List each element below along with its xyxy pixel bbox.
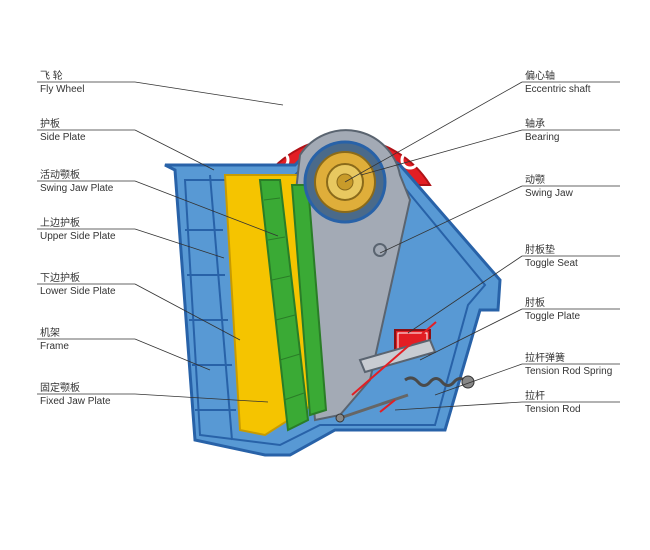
label-cn: 机架 — [40, 327, 69, 340]
label-en: Lower Side Plate — [40, 285, 116, 298]
label-cn: 拉杆 — [525, 390, 581, 403]
leader-line — [345, 82, 522, 182]
leader-line — [135, 82, 283, 105]
label-cn: 肘板垫 — [525, 244, 578, 257]
label-left-5: 机架Frame — [40, 327, 69, 353]
label-cn: 飞 轮 — [40, 70, 84, 83]
label-left-3: 上边护板Upper Side Plate — [40, 217, 116, 243]
label-left-0: 飞 轮Fly Wheel — [40, 70, 84, 96]
label-right-2: 动颚Swing Jaw — [525, 174, 573, 200]
label-left-4: 下边护板Lower Side Plate — [40, 272, 116, 298]
label-right-3: 肘板垫Toggle Seat — [525, 244, 578, 270]
label-left-1: 护板Side Plate — [40, 118, 86, 144]
label-en: Fixed Jaw Plate — [40, 395, 111, 408]
label-left-6: 固定颚板Fixed Jaw Plate — [40, 382, 111, 408]
label-cn: 上边护板 — [40, 217, 116, 230]
label-en: Side Plate — [40, 131, 86, 144]
label-en: Upper Side Plate — [40, 230, 116, 243]
label-cn: 活动颚板 — [40, 169, 113, 182]
label-en: Fly Wheel — [40, 83, 84, 96]
label-right-0: 偏心轴Eccentric shaft — [525, 70, 591, 96]
label-cn: 固定颚板 — [40, 382, 111, 395]
label-right-4: 肘板Toggle Plate — [525, 297, 580, 323]
label-cn: 肘板 — [525, 297, 580, 310]
label-cn: 偏心轴 — [525, 70, 591, 83]
label-en: Eccentric shaft — [525, 83, 591, 96]
label-cn: 拉杆弹簧 — [525, 352, 612, 365]
label-en: Tension Rod Spring — [525, 365, 612, 378]
label-cn: 轴承 — [525, 118, 559, 131]
label-en: Toggle Plate — [525, 310, 580, 323]
label-cn: 护板 — [40, 118, 86, 131]
label-en: Bearing — [525, 131, 559, 144]
diagram-container: 飞 轮Fly Wheel 护板Side Plate 活动颚板Swing Jaw Pl… — [0, 0, 650, 550]
label-right-6: 拉杆Tension Rod — [525, 390, 581, 416]
label-en: Swing Jaw — [525, 187, 573, 200]
label-en: Swing Jaw Plate — [40, 182, 113, 195]
label-en: Frame — [40, 340, 69, 353]
label-cn: 动颚 — [525, 174, 573, 187]
label-en: Tension Rod — [525, 403, 581, 416]
label-en: Toggle Seat — [525, 257, 578, 270]
label-cn: 下边护板 — [40, 272, 116, 285]
label-right-1: 轴承Bearing — [525, 118, 559, 144]
label-right-5: 拉杆弹簧Tension Rod Spring — [525, 352, 612, 378]
label-left-2: 活动颚板Swing Jaw Plate — [40, 169, 113, 195]
